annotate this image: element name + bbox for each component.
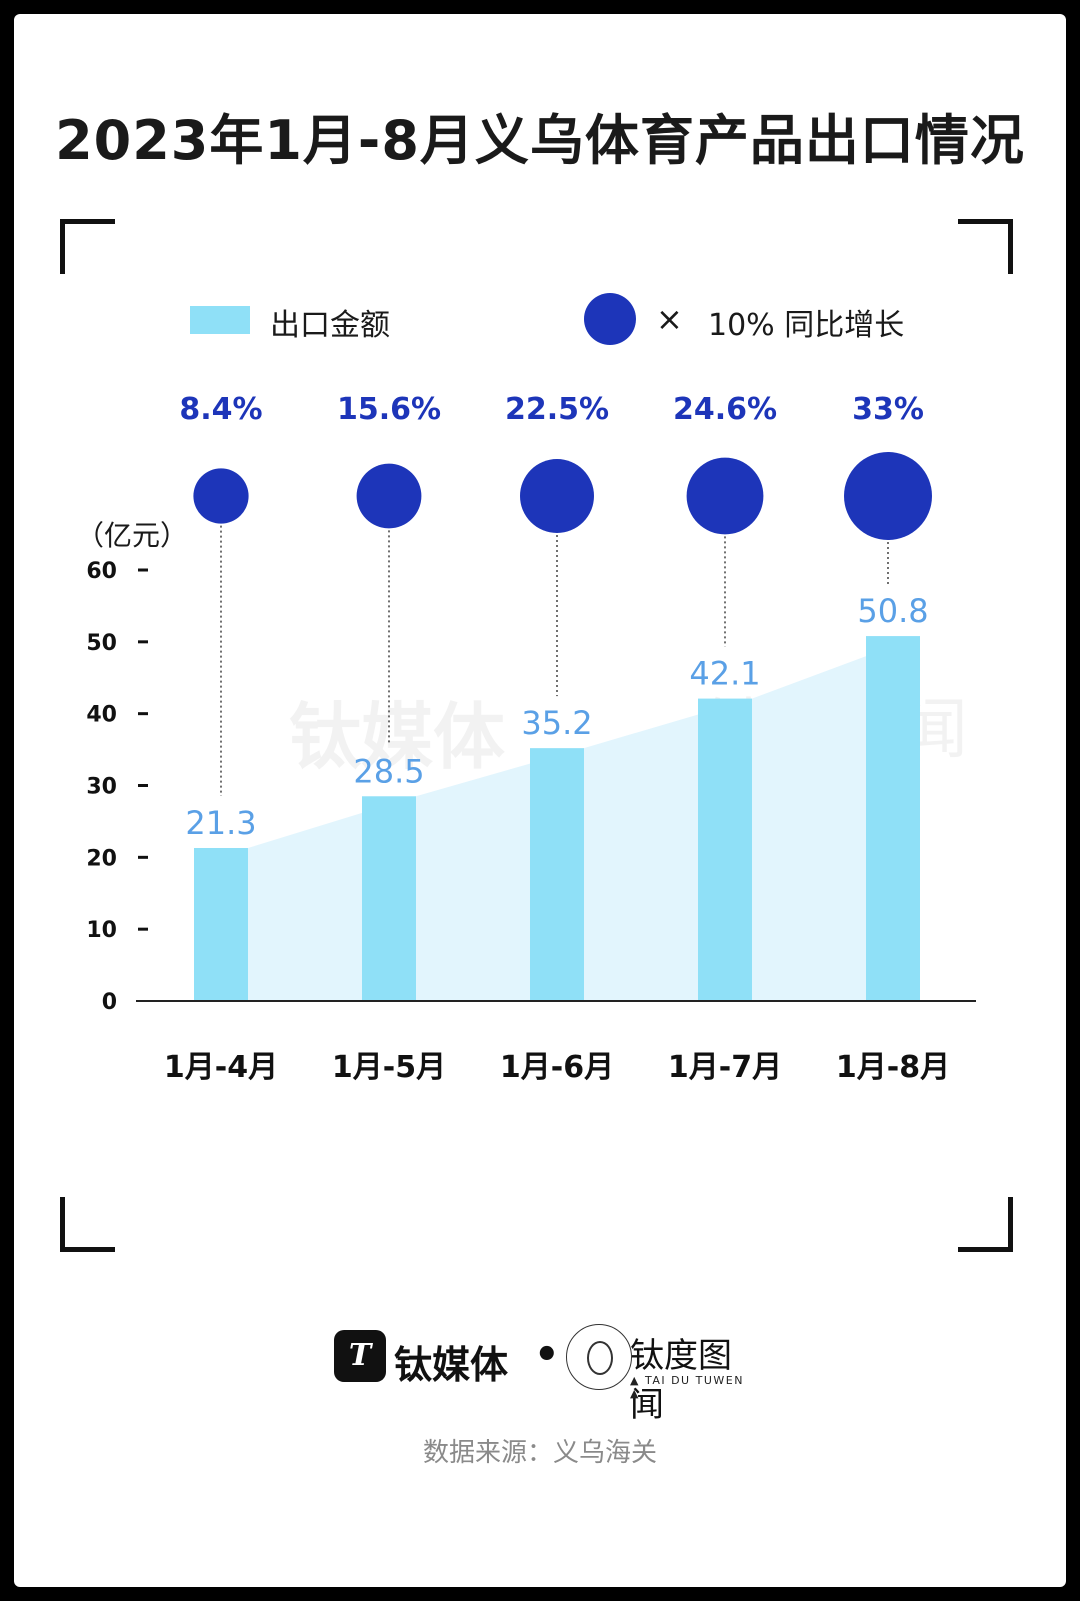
footer-brand2-sub: ▲ TAI DU TUWEN ▲ (630, 1374, 744, 1400)
bar-4 (698, 698, 752, 1001)
legend-circle-multiplier: × (656, 300, 683, 338)
x-tick-label-1: 1月-4月 (164, 1050, 278, 1085)
y-tick-label-30: 30 (86, 775, 117, 800)
bar-5 (866, 636, 920, 1001)
footer-brand1: 钛媒体 (394, 1343, 509, 1387)
taimeiti-logo-icon: T (334, 1330, 386, 1382)
footer-separator: • (534, 1332, 560, 1378)
data-source: 数据来源：义乌海关 (422, 1438, 657, 1468)
bar-1 (194, 847, 248, 1001)
corner-bracket-top-left (60, 219, 115, 274)
y-axis-unit-label: （亿元） (76, 519, 188, 552)
y-tick-label-40: 40 (86, 703, 117, 728)
bar-2 (362, 796, 416, 1001)
y-tick-label-50: 50 (86, 631, 117, 656)
x-tick-label-4: 1月-7月 (668, 1050, 782, 1085)
legend-circle-label: 10% 同比增长 (708, 308, 905, 343)
legend-bar-swatch (190, 306, 250, 334)
chart-title: 2023年1月-8月义乌体育产品出口情况 (55, 109, 1025, 172)
infographic-card: 2023年1月-8月义乌体育产品出口情况 出口金额 × 10% 同比增长 钛媒体… (14, 14, 1066, 1587)
growth-label-2: 15.6% (337, 392, 441, 427)
bar-value-label-1: 21.3 (185, 804, 256, 842)
growth-circle-3 (520, 459, 594, 533)
growth-circle-1 (193, 468, 249, 524)
x-tick-label-5: 1月-8月 (836, 1050, 950, 1085)
growth-label-4: 24.6% (673, 392, 777, 427)
bar-value-label-2: 28.5 (353, 752, 424, 790)
x-tick-label-2: 1月-5月 (332, 1050, 446, 1085)
corner-bracket-top-right (958, 219, 1013, 274)
y-tick-label-10: 10 (86, 918, 117, 943)
footer-brand2: 钛度图闻 (630, 1336, 732, 1425)
taidu-eye-logo-icon (566, 1324, 632, 1390)
corner-bracket-bottom-left (60, 1197, 115, 1252)
growth-circle-2 (356, 463, 422, 529)
growth-circle-5 (844, 452, 932, 540)
watermark-brand1: 钛媒体 (289, 695, 505, 779)
legend-circle-swatch (584, 293, 636, 345)
growth-label-1: 8.4% (179, 392, 262, 427)
y-tick-label-60: 60 (86, 559, 117, 584)
corner-bracket-bottom-right (958, 1197, 1013, 1252)
chart-canvas: 钛媒体钛度图闻TAI DU TUWEN0102030405060（亿元）1月-4… (76, 392, 976, 1085)
growth-circle-4 (686, 457, 764, 535)
footer-logos: T 钛媒体 • 钛度图闻 ▲ TAI DU TUWEN ▲ (334, 1322, 754, 1425)
bar-3 (530, 748, 584, 1001)
x-tick-label-3: 1月-6月 (500, 1050, 614, 1085)
bar-value-label-5: 50.8 (857, 592, 928, 630)
growth-label-3: 22.5% (505, 392, 609, 427)
growth-label-5: 33% (852, 392, 924, 427)
bar-value-label-3: 35.2 (521, 704, 592, 742)
legend-bar-label: 出口金额 (270, 308, 390, 343)
y-tick-label-20: 20 (86, 846, 117, 871)
y-tick-label-0: 0 (102, 990, 117, 1015)
bar-value-label-4: 42.1 (689, 655, 760, 693)
